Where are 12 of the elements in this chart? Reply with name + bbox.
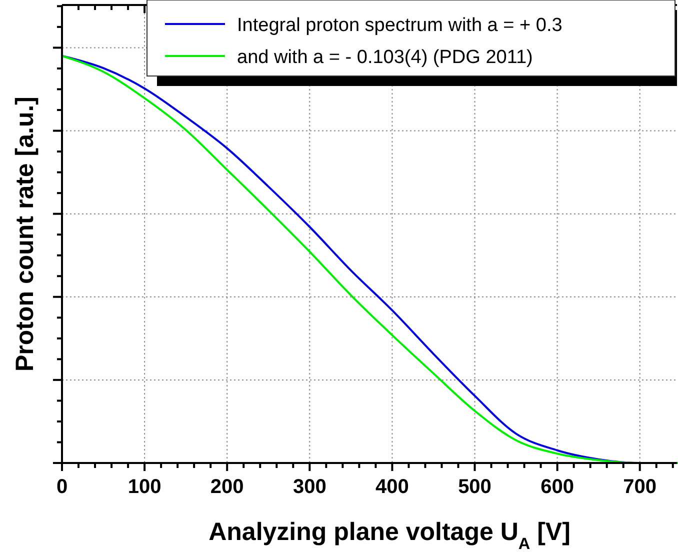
legend-label: and with a = - 0.103(4) (PDG 2011)	[237, 47, 533, 68]
y-axis-title: Proton count rate [a.u.]	[11, 96, 39, 372]
x-tick-label: 600	[540, 476, 574, 498]
x-axis-title: Analyzing plane voltage U$_{A}$ [V]	[208, 518, 570, 552]
x-tick-label: 0	[56, 476, 68, 498]
x-tick-label: 100	[128, 476, 162, 498]
x-tick-label: 200	[210, 476, 244, 498]
x-tick-label: 400	[376, 476, 409, 498]
legend-label: Integral proton spectrum with a = + 0.3	[237, 15, 562, 36]
x-tick-label: 500	[458, 476, 492, 498]
x-tick-label: 300	[292, 476, 326, 498]
x-tick-label: 700	[623, 476, 657, 498]
